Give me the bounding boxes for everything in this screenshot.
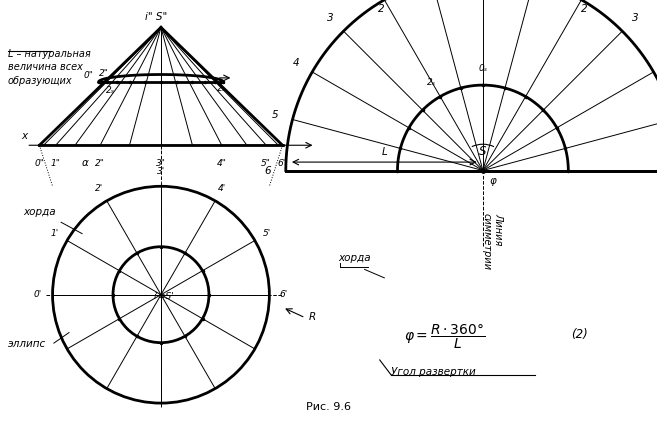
- Text: 1': 1': [51, 229, 58, 238]
- Text: 2": 2": [99, 69, 108, 78]
- Text: i" S": i" S": [145, 12, 167, 22]
- Text: 2ₛ: 2ₛ: [106, 85, 115, 95]
- Text: 6: 6: [264, 165, 271, 176]
- Text: 6': 6': [280, 290, 288, 299]
- Text: 0ₛ: 0ₛ: [478, 64, 487, 73]
- Text: $\varphi = \dfrac{R \cdot 360°}{L}$: $\varphi = \dfrac{R \cdot 360°}{L}$: [404, 322, 485, 351]
- Text: 4': 4': [218, 184, 227, 193]
- Text: R: R: [309, 312, 316, 322]
- Text: Рис. 9.6: Рис. 9.6: [306, 402, 351, 412]
- Text: хорда: хорда: [338, 253, 371, 263]
- Text: 2": 2": [95, 159, 105, 168]
- Text: i'≡S': i'≡S': [154, 292, 175, 301]
- Text: 5": 5": [261, 159, 271, 168]
- Text: 3": 3": [156, 159, 166, 168]
- Text: 2ₛ: 2ₛ: [217, 83, 226, 93]
- Text: хорда: хорда: [23, 207, 56, 217]
- Text: Угол развертки: Угол развертки: [391, 367, 476, 377]
- Text: 6": 6": [277, 159, 288, 168]
- Text: 2': 2': [95, 184, 104, 193]
- Text: L: L: [382, 147, 387, 157]
- Text: 1": 1": [51, 159, 60, 168]
- Text: Линия
симметрии: Линия симметрии: [482, 213, 503, 270]
- Text: 3': 3': [157, 167, 165, 176]
- Text: 3: 3: [327, 13, 334, 23]
- Text: 5': 5': [263, 229, 271, 238]
- Text: 0": 0": [34, 159, 45, 168]
- Text: L – натуральная
величина всех
образующих: L – натуральная величина всех образующих: [8, 49, 91, 85]
- Text: φ: φ: [489, 176, 496, 186]
- Text: 3: 3: [632, 13, 639, 23]
- Text: 2ₛ: 2ₛ: [428, 78, 436, 87]
- Text: (2): (2): [572, 328, 588, 341]
- Text: 2: 2: [581, 5, 588, 14]
- Text: 0": 0": [83, 71, 93, 80]
- Text: 4": 4": [217, 159, 227, 168]
- Text: эллипс: эллипс: [8, 339, 46, 349]
- Text: 2: 2: [378, 5, 384, 14]
- Text: x: x: [21, 131, 28, 141]
- Text: 5: 5: [271, 110, 278, 120]
- Text: S: S: [479, 145, 487, 158]
- Text: α: α: [82, 158, 89, 168]
- Text: 4: 4: [293, 58, 300, 68]
- Text: 0': 0': [34, 290, 42, 299]
